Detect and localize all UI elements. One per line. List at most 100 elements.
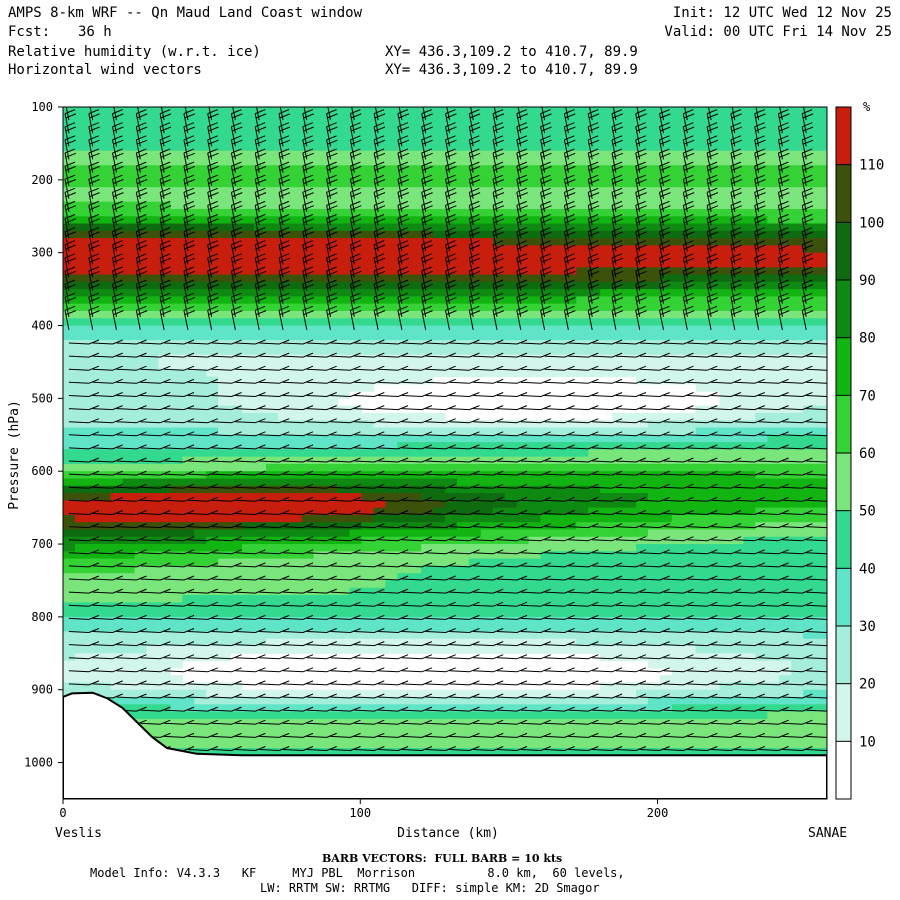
wind-barb bbox=[187, 680, 218, 686]
colorbar-swatch bbox=[836, 280, 851, 338]
rh-band-cell bbox=[349, 587, 827, 596]
wind-barb bbox=[282, 588, 314, 594]
wind-barb bbox=[734, 510, 765, 515]
rh-band-cell bbox=[755, 471, 827, 480]
rh-band-cell bbox=[63, 398, 219, 407]
wind-barb bbox=[164, 654, 195, 660]
wind-barb bbox=[187, 352, 218, 358]
wind-barb bbox=[401, 588, 433, 594]
wind-barb bbox=[734, 483, 765, 489]
rh-band-cell bbox=[456, 522, 577, 531]
wind-barb bbox=[806, 709, 827, 712]
wind-barb bbox=[568, 523, 599, 529]
wind-barb bbox=[282, 575, 314, 581]
wind-barb bbox=[235, 732, 266, 738]
wind-barb bbox=[473, 654, 504, 660]
rh-band-cell bbox=[63, 187, 827, 196]
wind-barb bbox=[687, 667, 718, 673]
wind-barb bbox=[758, 575, 789, 581]
wind-barb bbox=[615, 575, 647, 581]
wind-barb bbox=[354, 431, 385, 437]
wind-barb bbox=[378, 706, 409, 712]
wind-barb bbox=[544, 588, 575, 594]
wind-barb bbox=[544, 457, 575, 463]
wind-barb bbox=[520, 693, 551, 699]
rh-band-cell bbox=[588, 449, 827, 458]
wind-barb bbox=[425, 706, 456, 712]
wind-barb bbox=[187, 588, 218, 594]
wind-barb bbox=[806, 408, 827, 411]
wind-barb bbox=[758, 392, 789, 397]
wind-barb bbox=[663, 418, 694, 424]
wind-barb bbox=[758, 107, 759, 108]
wind-barb bbox=[473, 588, 504, 594]
wind-barb bbox=[354, 706, 385, 712]
wind-barb bbox=[187, 601, 218, 607]
wind-barb bbox=[378, 457, 409, 463]
wind-barb bbox=[734, 339, 765, 345]
wind-barb bbox=[401, 601, 433, 607]
wind-barb bbox=[806, 513, 827, 515]
wind-barb bbox=[378, 523, 409, 529]
wind-barb bbox=[496, 483, 528, 489]
wind-barb bbox=[68, 483, 100, 489]
rh-band-cell bbox=[63, 493, 112, 501]
wind-barb bbox=[758, 680, 789, 686]
wind-barb bbox=[187, 496, 218, 502]
wind-barb bbox=[758, 352, 789, 358]
wind-barb bbox=[615, 732, 647, 738]
rh-band-cell bbox=[63, 463, 267, 472]
rh-band-cell bbox=[397, 573, 827, 582]
wind-barb bbox=[758, 510, 789, 515]
wind-barb bbox=[306, 706, 337, 712]
wind-barb bbox=[687, 746, 718, 751]
wind-barb bbox=[115, 107, 117, 108]
wind-barb bbox=[473, 418, 504, 424]
wind-barb bbox=[354, 496, 385, 502]
wind-barb bbox=[92, 378, 123, 384]
wind-barb bbox=[449, 746, 480, 751]
wind-barb bbox=[164, 667, 195, 673]
wind-barb bbox=[758, 496, 789, 502]
rh-band-cell bbox=[600, 485, 827, 494]
wind-barb bbox=[282, 365, 314, 371]
colorbar-tick-label: 60 bbox=[859, 446, 876, 462]
wind-barb bbox=[353, 107, 355, 108]
wind-barb bbox=[682, 305, 695, 330]
wind-barb bbox=[806, 683, 827, 686]
wind-barb bbox=[520, 719, 551, 725]
wind-barb bbox=[92, 628, 123, 633]
field-label-rh: Relative humidity (w.r.t. ice) bbox=[8, 44, 261, 60]
wind-barb bbox=[116, 523, 147, 529]
wind-barb bbox=[164, 378, 195, 384]
wind-barb bbox=[378, 444, 409, 450]
wind-barb bbox=[520, 523, 551, 529]
rh-band-cell bbox=[636, 689, 804, 698]
rh-band-cell bbox=[63, 274, 661, 283]
wind-barb bbox=[473, 444, 504, 450]
wind-barb bbox=[116, 510, 147, 515]
wind-barb bbox=[734, 405, 765, 411]
colorbar-swatch bbox=[836, 626, 851, 684]
wind-barb bbox=[782, 562, 813, 568]
wind-barb bbox=[116, 680, 147, 686]
wind-barb bbox=[663, 667, 694, 673]
wind-barb bbox=[211, 444, 242, 450]
wind-barb bbox=[806, 722, 827, 725]
wind-barb bbox=[615, 352, 647, 358]
wind-barb bbox=[187, 732, 218, 738]
wind-barb bbox=[687, 575, 718, 581]
wind-barb bbox=[207, 305, 219, 330]
wind-barb bbox=[687, 732, 718, 738]
wind-barb bbox=[211, 352, 242, 358]
wind-barb bbox=[806, 395, 827, 397]
wind-barb bbox=[687, 365, 718, 371]
wind-barb bbox=[88, 305, 100, 330]
wind-barb bbox=[140, 588, 171, 594]
wind-barb bbox=[68, 667, 100, 673]
wind-barb bbox=[758, 614, 789, 620]
wind-barb bbox=[235, 654, 266, 660]
wind-barb bbox=[330, 667, 361, 673]
rh-band-cell bbox=[755, 412, 827, 421]
wind-barb bbox=[378, 732, 409, 738]
